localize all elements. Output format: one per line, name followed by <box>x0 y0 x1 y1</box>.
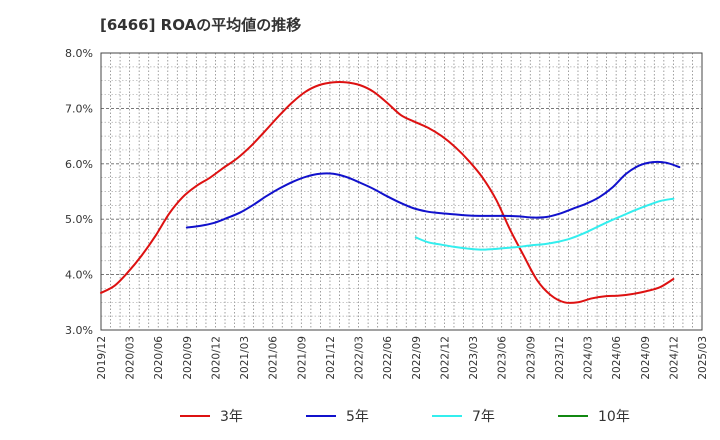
legend-item: 5年 <box>306 404 369 428</box>
x-tick-label: 2023/06 <box>497 336 509 380</box>
y-tick-label: 7.0% <box>65 102 93 115</box>
x-tick-label: 2024/12 <box>668 336 680 380</box>
legend-label: 5年 <box>346 409 369 425</box>
legend-swatch <box>432 415 462 417</box>
legend-label: 10年 <box>598 409 630 425</box>
legend-swatch <box>558 415 588 417</box>
legend-swatch <box>306 415 336 417</box>
y-tick-label: 5.0% <box>65 213 93 226</box>
y-tick-label: 4.0% <box>65 269 93 282</box>
x-tick-label: 2024/06 <box>611 336 623 380</box>
legend-item: 10年 <box>558 404 630 428</box>
x-tick-label: 2022/12 <box>439 336 451 380</box>
legend-label: 7年 <box>472 409 495 425</box>
y-tick-label: 3.0% <box>65 324 93 337</box>
x-tick-label: 2020/12 <box>210 336 222 380</box>
x-tick-label: 2021/12 <box>325 336 337 380</box>
legend-label: 3年 <box>220 409 243 425</box>
y-tick-label: 6.0% <box>65 158 93 171</box>
plot-frame <box>100 52 703 331</box>
x-tick-label: 2023/12 <box>554 336 566 380</box>
x-tick-label: 2023/03 <box>468 336 480 380</box>
x-tick-label: 2021/03 <box>239 336 251 380</box>
chart-legend: 3年 5年 7年 10年 <box>0 404 720 428</box>
y-tick-label: 8.0% <box>65 47 93 60</box>
x-tick-label: 2024/09 <box>640 336 652 380</box>
chart-title: [6466] ROAの平均値の推移 <box>100 16 302 34</box>
legend-item: 7年 <box>432 404 495 428</box>
x-tick-label: 2021/06 <box>268 336 280 380</box>
legend-item: 3年 <box>180 404 243 428</box>
x-tick-label: 2020/06 <box>153 336 165 380</box>
x-tick-label: 2020/09 <box>182 336 194 380</box>
series-line-7年 <box>414 197 675 251</box>
x-tick-label: 2022/03 <box>354 336 366 380</box>
x-tick-label: 2025/03 <box>697 336 709 380</box>
x-tick-label: 2024/03 <box>583 336 595 380</box>
x-tick-label: 2021/09 <box>296 336 308 380</box>
series-line-3年 <box>100 81 675 304</box>
x-tick-label: 2022/06 <box>382 336 394 380</box>
legend-swatch <box>180 415 210 417</box>
x-tick-label: 2023/09 <box>525 336 537 380</box>
x-tick-label: 2020/03 <box>125 336 137 380</box>
x-tick-label: 2019/12 <box>96 336 108 380</box>
plot-area <box>101 53 702 330</box>
series-line-5年 <box>185 160 681 229</box>
x-tick-label: 2022/09 <box>411 336 423 380</box>
